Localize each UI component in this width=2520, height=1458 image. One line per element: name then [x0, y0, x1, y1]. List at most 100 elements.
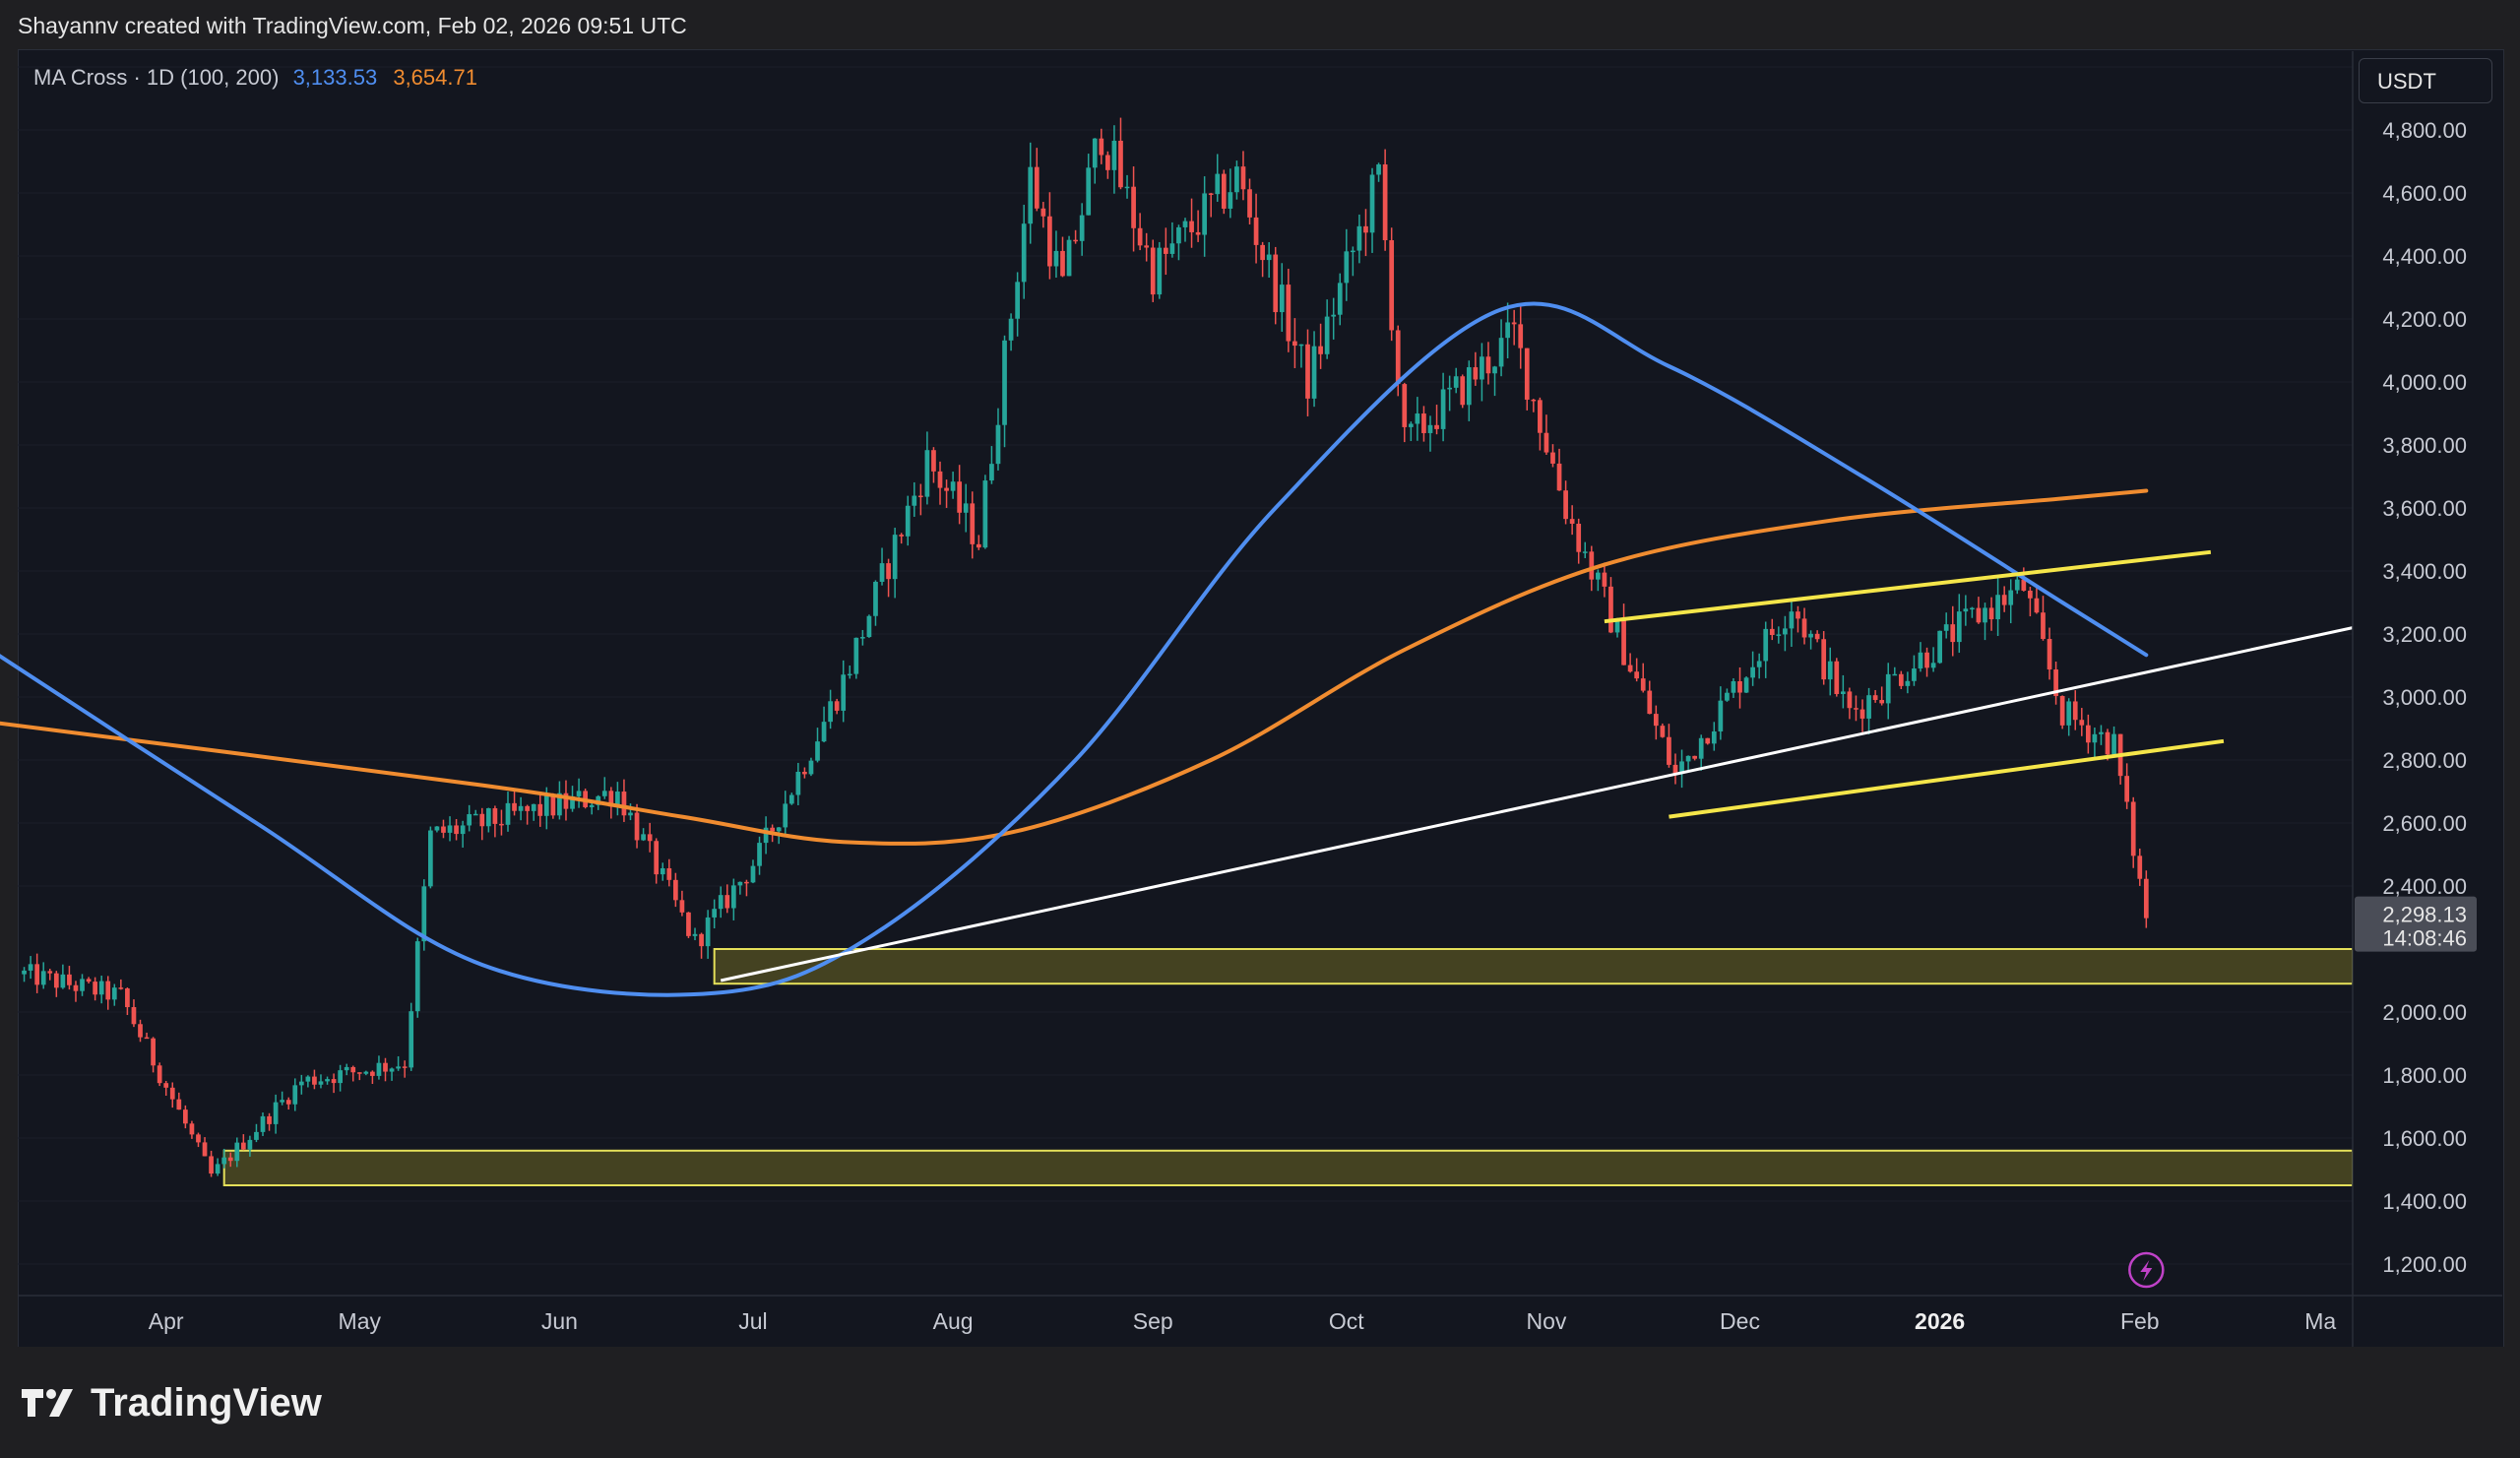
- candle-body: [280, 1100, 285, 1103]
- lightning-bolt-glyph: [2140, 1260, 2153, 1281]
- candle-body: [47, 971, 53, 974]
- candle-body: [1440, 389, 1446, 429]
- candle-body: [866, 615, 872, 638]
- support-zone[interactable]: [713, 948, 2355, 985]
- candle-body: [1796, 611, 1800, 619]
- time-axis-label: Jun: [541, 1308, 578, 1334]
- candle-body: [285, 1100, 291, 1105]
- indicator-legend[interactable]: MA Cross · 1D (100, 200) 3,133.53 3,654.…: [33, 65, 477, 91]
- candle-body: [1215, 173, 1221, 195]
- candle-body: [1086, 167, 1092, 216]
- top-bar: Shayannv created with TradingView.com, F…: [0, 0, 2520, 49]
- candle-body: [67, 974, 72, 985]
- time-axis-label: Nov: [1526, 1308, 1566, 1334]
- candle-body: [1480, 356, 1484, 380]
- candle-body: [1937, 630, 1942, 664]
- candle-body: [40, 971, 46, 985]
- candle-body: [1324, 316, 1330, 354]
- support-zone[interactable]: [222, 1149, 2355, 1187]
- candle-body: [601, 791, 607, 796]
- candle-body: [1092, 138, 1098, 168]
- candle-body: [383, 1062, 388, 1072]
- candle-body: [1892, 673, 1898, 676]
- candle-body: [1015, 282, 1020, 319]
- price-axis[interactable]: 5,000.004,800.004,600.004,400.004,200.00…: [2352, 51, 2502, 1347]
- candle-body: [1847, 691, 1853, 709]
- channel-lower-line[interactable]: [1669, 738, 2225, 819]
- candle-body: [757, 843, 762, 866]
- candle-body: [1118, 140, 1123, 188]
- candle-body: [763, 827, 769, 844]
- candle-body: [1460, 376, 1466, 406]
- candle-body: [1569, 519, 1575, 524]
- candle-body: [1789, 611, 1795, 629]
- price-axis-label: 4,400.00: [2382, 244, 2467, 269]
- price-axis-label: 3,400.00: [2382, 559, 2467, 584]
- candle-body: [1627, 665, 1633, 672]
- candle-body: [356, 1072, 362, 1074]
- candle-body: [118, 987, 124, 989]
- candle-body: [917, 495, 923, 498]
- price-axis-label: 1,400.00: [2382, 1189, 2467, 1214]
- candle-body: [905, 505, 911, 537]
- candle-body: [22, 970, 27, 975]
- candle-body: [1144, 245, 1150, 248]
- channel-upper-line[interactable]: [1604, 549, 2212, 624]
- time-axis[interactable]: Apr May Jun Jul Aug Sep Oct Nov Dec 2026 Feb Ma: [18, 1251, 2502, 1334]
- candle-body: [641, 834, 646, 841]
- candle-body: [441, 826, 446, 833]
- candle-body: [1266, 254, 1272, 261]
- time-axis-label: Jul: [738, 1308, 767, 1334]
- candle-body: [344, 1066, 349, 1071]
- candle-body: [802, 771, 807, 775]
- candle-body: [1840, 691, 1846, 694]
- candle-body: [305, 1076, 311, 1082]
- candle-body: [576, 791, 582, 796]
- current-price-label: 2,298.13: [2382, 903, 2467, 927]
- candle-body: [737, 881, 743, 886]
- candle-body: [2001, 595, 2007, 605]
- candle-body: [2085, 725, 2091, 743]
- candle-body: [1763, 628, 1769, 662]
- candle-body: [1234, 166, 1239, 193]
- candle-body: [247, 1139, 253, 1150]
- ma200-line[interactable]: [0, 488, 2149, 846]
- candle-body: [1311, 346, 1317, 399]
- time-axis-label: Dec: [1720, 1308, 1760, 1334]
- chart-frame[interactable]: [18, 49, 2504, 1349]
- candle-body: [1047, 216, 1052, 267]
- price-axis-label: 3,800.00: [2382, 433, 2467, 458]
- price-axis-label: 4,600.00: [2382, 181, 2467, 206]
- price-axis-bg: [2353, 51, 2502, 1296]
- ma100-line[interactable]: [0, 301, 2149, 997]
- candle-body: [1131, 186, 1136, 228]
- lightning-icon[interactable]: [2128, 1251, 2165, 1289]
- candle-body: [537, 803, 543, 816]
- candle-body: [834, 701, 840, 711]
- candle-body: [454, 825, 459, 835]
- candle-body: [1859, 709, 1865, 719]
- candle-body: [202, 1142, 208, 1157]
- footer-bar: [0, 1347, 2520, 1458]
- time-axis-label: Apr: [149, 1308, 184, 1334]
- candle-body: [1053, 250, 1059, 267]
- candle-body: [957, 481, 963, 513]
- candle-body: [1247, 189, 1252, 218]
- candle-body: [2079, 720, 2085, 726]
- candle-body: [396, 1066, 401, 1069]
- tradingview-logo[interactable]: TradingView: [20, 1378, 322, 1427]
- price-axis-label: 1,200.00: [2382, 1252, 2467, 1277]
- candle-body: [1189, 221, 1194, 232]
- candle-body: [73, 984, 79, 991]
- candle-body: [1672, 764, 1678, 774]
- candle-body: [144, 1037, 150, 1040]
- candle-body: [1150, 247, 1156, 295]
- candle-body: [1531, 399, 1537, 402]
- candle-body: [1743, 677, 1749, 693]
- price-axis-label: 2,800.00: [2382, 748, 2467, 773]
- candle-body: [1956, 611, 1962, 643]
- trendline[interactable]: [720, 626, 2354, 983]
- candle-body: [705, 917, 711, 947]
- quote-currency-button[interactable]: USDT: [2359, 58, 2492, 103]
